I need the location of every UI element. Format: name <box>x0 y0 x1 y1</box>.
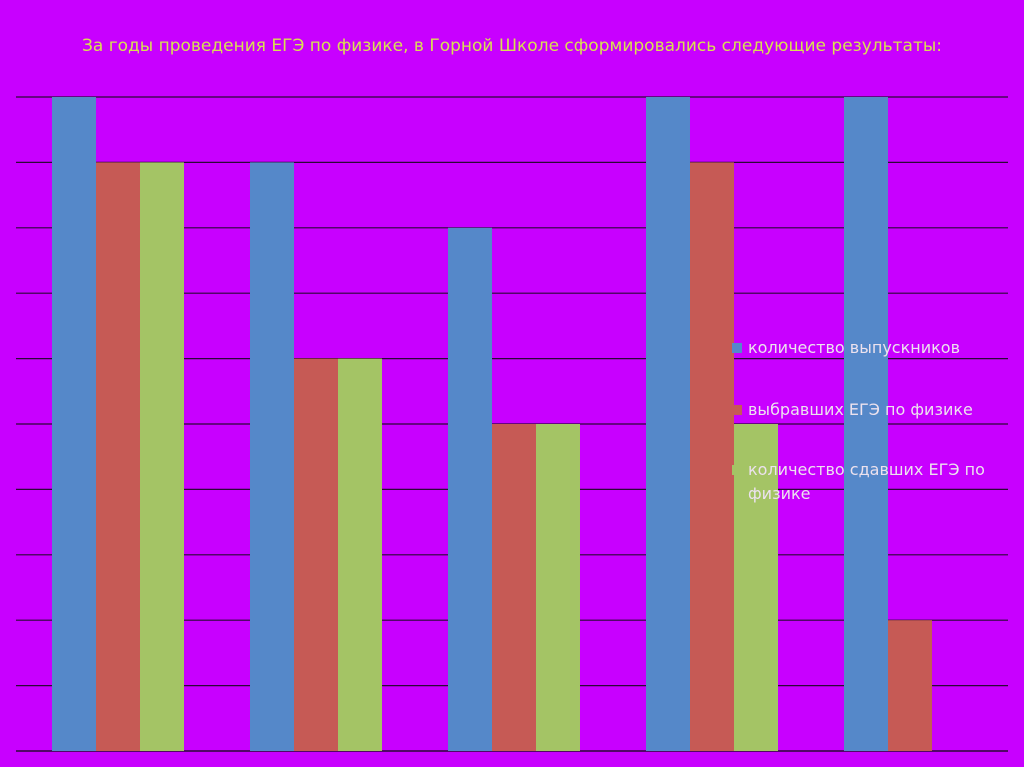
legend-item-chose-physics: выбравших ЕГЭ по физике <box>732 398 1012 422</box>
bar-series3-group1 <box>140 162 184 751</box>
legend-label-passed-physics: количество сдавших ЕГЭ по физике <box>748 460 985 503</box>
bar-series1-group3 <box>448 227 492 752</box>
legend-label-chose-physics: выбравших ЕГЭ по физике <box>748 400 973 419</box>
legend-swatch-graduates <box>732 343 742 353</box>
bar-series2-group2 <box>294 358 338 751</box>
legend-swatch-passed-physics <box>732 465 742 475</box>
bar-series1-group4 <box>646 97 690 751</box>
bar-series2-group5 <box>888 620 932 751</box>
legend-item-graduates: количество выпускников <box>732 336 1012 360</box>
bar-series3-group2 <box>338 358 382 751</box>
page-title: За годы проведения ЕГЭ по физике, в Горн… <box>81 36 943 56</box>
bars <box>52 97 932 752</box>
bar-series3-group4 <box>734 424 778 751</box>
bar-series1-group1 <box>52 97 96 751</box>
bar-series2-group1 <box>96 162 140 751</box>
bar-series1-group2 <box>250 162 294 751</box>
legend-item-passed-physics: количество сдавших ЕГЭ по физике <box>732 458 1012 506</box>
bar-series2-group3 <box>492 424 536 751</box>
legend-label-graduates: количество выпускников <box>748 338 960 357</box>
bar-series1-group5 <box>844 97 888 751</box>
bar-series3-group3 <box>536 424 580 751</box>
legend-swatch-chose-physics <box>732 405 742 415</box>
bar-series2-group4 <box>690 162 734 751</box>
